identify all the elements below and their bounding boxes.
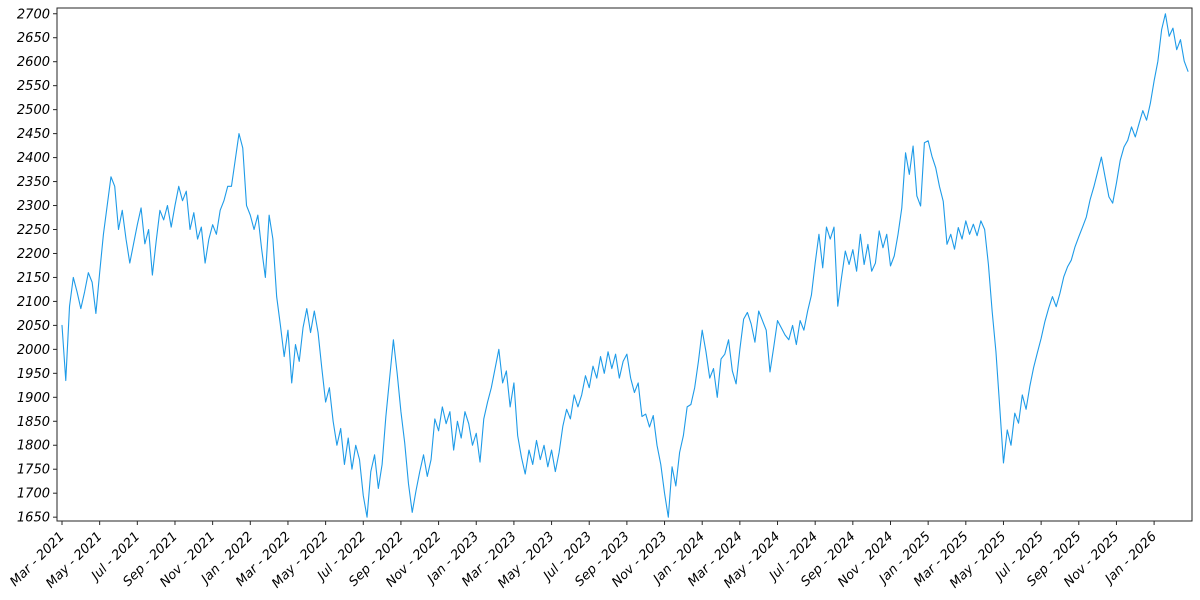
y-tick-label: 2400: [17, 151, 50, 166]
y-tick-label: 1650: [17, 511, 50, 526]
y-tick-label: 1750: [17, 463, 50, 478]
y-tick-label: 2600: [17, 55, 50, 70]
y-tick-label: 1700: [17, 487, 50, 502]
y-tick-label: 2450: [17, 127, 50, 142]
y-tick-label: 2300: [17, 199, 50, 214]
y-tick-label: 2100: [17, 295, 50, 310]
y-tick-label: 1850: [17, 415, 50, 430]
y-tick-label: 2650: [17, 31, 50, 46]
y-tick-label: 2150: [17, 271, 50, 286]
y-tick-label: 2700: [17, 7, 50, 22]
plot-border: [56, 7, 1193, 522]
y-tick-label: 1950: [17, 367, 50, 382]
price-line: [61, 13, 1189, 518]
y-tick-label: 2250: [17, 223, 50, 238]
y-tick-label: 1800: [17, 439, 50, 454]
y-tick-label: 1900: [17, 391, 50, 406]
y-tick-label: 2000: [17, 343, 50, 358]
price-line-series: [61, 13, 1189, 518]
y-tick-label: 2050: [17, 319, 50, 334]
y-tick-label: 2200: [17, 247, 50, 262]
y-tick-label: 2550: [17, 79, 50, 94]
y-tick-label: 2350: [17, 175, 50, 190]
y-tick-label: 2500: [17, 103, 50, 118]
y-axis: 1650 1700 1750 1800 1850 1900 1950 2000 2050 2100…: [17, 7, 57, 526]
